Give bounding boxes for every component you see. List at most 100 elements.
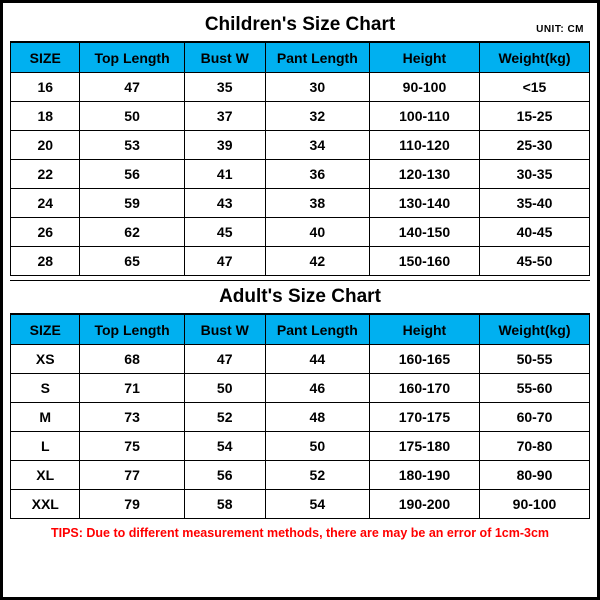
table-row: 24594338130-14035-40 (11, 189, 590, 218)
col-bust: Bust W (184, 43, 265, 73)
table-row: 1647353090-100<15 (11, 73, 590, 102)
table-row: S715046160-17055-60 (11, 374, 590, 403)
col-height: Height (369, 315, 479, 345)
cell: 24 (11, 189, 80, 218)
cell: 56 (184, 461, 265, 490)
cell: 32 (265, 102, 369, 131)
children-table: SIZE Top Length Bust W Pant Length Heigh… (10, 42, 590, 276)
cell: 41 (184, 160, 265, 189)
cell: 53 (80, 131, 184, 160)
cell: 175-180 (369, 432, 479, 461)
unit-label: UNIT: CM (536, 24, 584, 35)
cell: 55-60 (479, 374, 589, 403)
cell: XL (11, 461, 80, 490)
cell: 50 (265, 432, 369, 461)
cell: 80-90 (479, 461, 589, 490)
children-header-row: SIZE Top Length Bust W Pant Length Heigh… (11, 43, 590, 73)
table-row: 22564136120-13030-35 (11, 160, 590, 189)
col-weight: Weight(kg) (479, 315, 589, 345)
cell: 140-150 (369, 218, 479, 247)
cell: XS (11, 345, 80, 374)
cell: 48 (265, 403, 369, 432)
cell: 150-160 (369, 247, 479, 276)
cell: 90-100 (479, 490, 589, 519)
cell: 59 (80, 189, 184, 218)
col-size: SIZE (11, 43, 80, 73)
cell: 50-55 (479, 345, 589, 374)
children-title-row: Children's Size Chart UNIT: CM (10, 8, 590, 42)
cell: 47 (80, 73, 184, 102)
cell: 42 (265, 247, 369, 276)
size-chart-container: Children's Size Chart UNIT: CM SIZE Top … (0, 0, 600, 600)
cell: 50 (184, 374, 265, 403)
cell: 40 (265, 218, 369, 247)
cell: 39 (184, 131, 265, 160)
col-bust: Bust W (184, 315, 265, 345)
table-row: M735248170-17560-70 (11, 403, 590, 432)
cell: 47 (184, 345, 265, 374)
cell: 50 (80, 102, 184, 131)
cell: 30-35 (479, 160, 589, 189)
col-top: Top Length (80, 43, 184, 73)
cell: 70-80 (479, 432, 589, 461)
cell: 28 (11, 247, 80, 276)
tips-note: TIPS: Due to different measurement metho… (10, 519, 590, 540)
cell: 18 (11, 102, 80, 131)
cell: 68 (80, 345, 184, 374)
cell: 52 (184, 403, 265, 432)
cell: 79 (80, 490, 184, 519)
cell: 62 (80, 218, 184, 247)
col-top: Top Length (80, 315, 184, 345)
table-row: L755450175-18070-80 (11, 432, 590, 461)
cell: 73 (80, 403, 184, 432)
cell: 77 (80, 461, 184, 490)
col-weight: Weight(kg) (479, 43, 589, 73)
table-row: XS684744160-16550-55 (11, 345, 590, 374)
cell: 65 (80, 247, 184, 276)
cell: 15-25 (479, 102, 589, 131)
cell: 37 (184, 102, 265, 131)
cell: 71 (80, 374, 184, 403)
cell: 22 (11, 160, 80, 189)
table-row: XXL795854190-20090-100 (11, 490, 590, 519)
cell: M (11, 403, 80, 432)
cell: 25-30 (479, 131, 589, 160)
cell: 45-50 (479, 247, 589, 276)
cell: 30 (265, 73, 369, 102)
table-row: 18503732100-11015-25 (11, 102, 590, 131)
cell: 160-165 (369, 345, 479, 374)
cell: 43 (184, 189, 265, 218)
cell: 16 (11, 73, 80, 102)
cell: 36 (265, 160, 369, 189)
cell: 160-170 (369, 374, 479, 403)
cell: 100-110 (369, 102, 479, 131)
adult-table: SIZE Top Length Bust W Pant Length Heigh… (10, 314, 590, 519)
cell: XXL (11, 490, 80, 519)
cell: 45 (184, 218, 265, 247)
cell: 35-40 (479, 189, 589, 218)
cell: 44 (265, 345, 369, 374)
table-row: XL775652180-19080-90 (11, 461, 590, 490)
col-size: SIZE (11, 315, 80, 345)
cell: 120-130 (369, 160, 479, 189)
cell: 110-120 (369, 131, 479, 160)
children-title: Children's Size Chart (205, 14, 395, 36)
table-row: 28654742150-16045-50 (11, 247, 590, 276)
cell: 26 (11, 218, 80, 247)
adult-title: Adult's Size Chart (219, 286, 381, 308)
cell: 52 (265, 461, 369, 490)
cell: 58 (184, 490, 265, 519)
cell: 35 (184, 73, 265, 102)
cell: 130-140 (369, 189, 479, 218)
col-pant: Pant Length (265, 315, 369, 345)
cell: L (11, 432, 80, 461)
cell: 60-70 (479, 403, 589, 432)
adult-title-row: Adult's Size Chart (10, 280, 590, 314)
cell: 190-200 (369, 490, 479, 519)
cell: 180-190 (369, 461, 479, 490)
children-tbody: 1647353090-100<15 18503732100-11015-25 2… (11, 73, 590, 276)
cell: 40-45 (479, 218, 589, 247)
cell: 46 (265, 374, 369, 403)
cell: 38 (265, 189, 369, 218)
col-pant: Pant Length (265, 43, 369, 73)
